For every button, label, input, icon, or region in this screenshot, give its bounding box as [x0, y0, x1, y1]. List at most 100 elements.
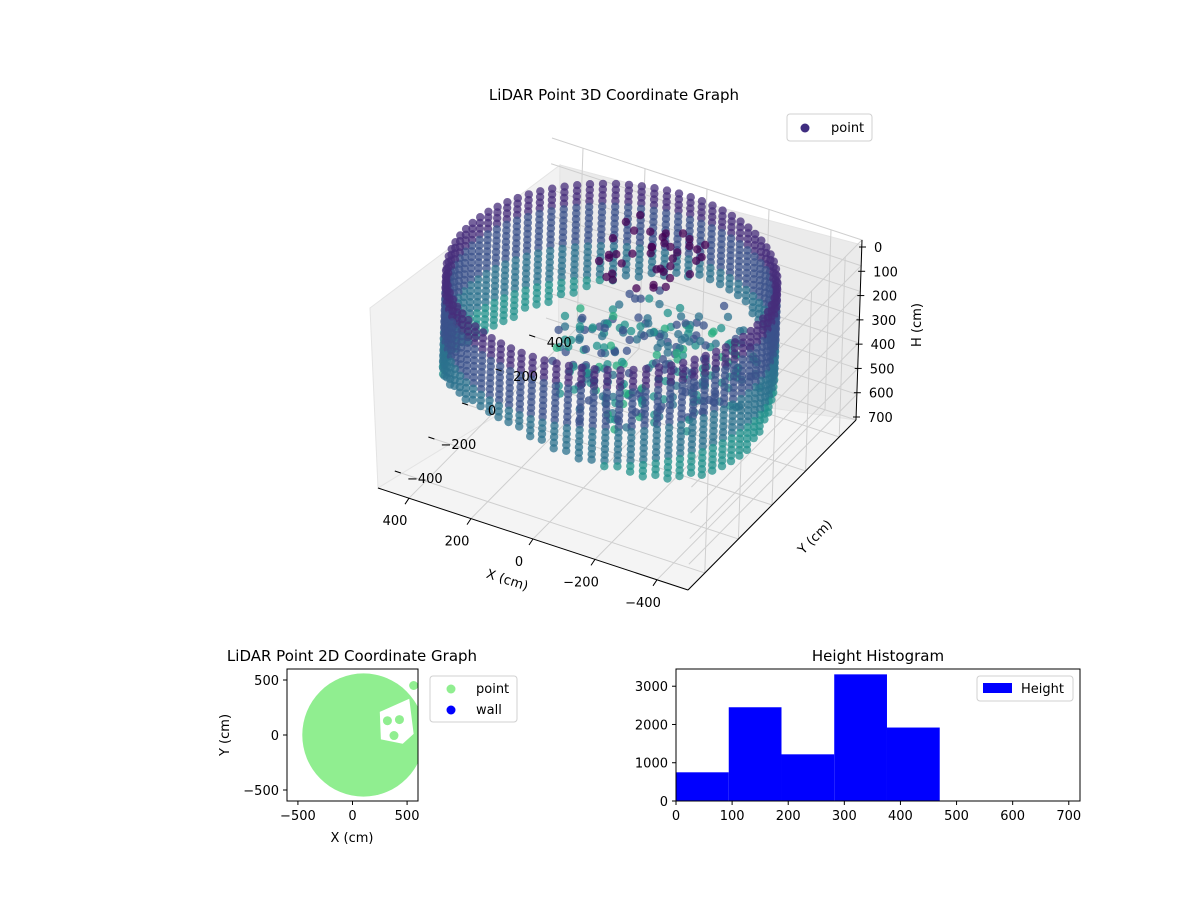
histogram-title: Height Histogram: [812, 647, 944, 665]
data-point-3d: [678, 229, 688, 238]
data-point-2d: [389, 731, 399, 741]
data-point-3d: [552, 343, 561, 352]
z-tick-label-3d: 300: [871, 314, 896, 329]
data-point-3d: [604, 253, 614, 262]
data-point-3d: [675, 471, 684, 481]
data-point-3d: [742, 445, 752, 455]
data-point-3d: [560, 322, 570, 331]
histogram-bars: [676, 674, 940, 801]
data-point-3d: [719, 301, 729, 311]
points-3d: [438, 179, 782, 483]
y-tick-3d: [529, 334, 536, 338]
histogram-bar: [676, 772, 729, 801]
x-tick-3d: [466, 518, 472, 525]
data-point-3d: [566, 335, 576, 345]
z-tick-label-3d: 0: [874, 241, 882, 256]
data-point-3d: [661, 282, 670, 292]
y-tick-label-histogram: 0: [660, 795, 668, 810]
data-point-3d: [594, 256, 604, 266]
data-point-3d: [696, 336, 705, 346]
x-tick-3d: [652, 579, 658, 587]
data-point-3d: [685, 324, 694, 333]
data-point-3d: [694, 312, 704, 321]
data-point-3d: [494, 412, 503, 422]
data-point-3d: [692, 256, 701, 265]
data-point-3d: [549, 444, 558, 453]
y-tick-label-histogram: 1000: [635, 757, 668, 772]
y-tick-label-3d: 200: [513, 370, 538, 385]
y-tick-3d: [495, 368, 502, 372]
chart-histogram: Height Histogram 0 100 200 300 400 500 600 7000…: [635, 647, 1081, 824]
legend-2d-wall-marker: [446, 705, 456, 715]
histogram-bar: [886, 727, 940, 801]
legend-2d-point-marker: [446, 684, 456, 694]
histogram-bar: [781, 754, 835, 801]
y-tick-3d: [428, 436, 435, 440]
data-point-3d: [575, 322, 585, 331]
z-tick-label-3d: 500: [870, 362, 895, 377]
data-point-3d: [608, 234, 618, 243]
x-tick-label-3d: 400: [383, 514, 408, 529]
data-point-3d: [600, 462, 609, 471]
points-2d: [302, 673, 418, 797]
data-point-3d: [618, 326, 628, 335]
data-point-3d: [672, 268, 681, 277]
data-point-2d: [382, 716, 392, 726]
data-point-3d: [739, 326, 748, 335]
x-axis-label-2d: X (cm): [331, 831, 374, 846]
data-point-3d: [699, 321, 708, 330]
chart-2d: LiDAR Point 2D Coordinate Graph −500 0 500…: [218, 647, 518, 846]
y-axis-label-2d: Y (cm): [218, 714, 233, 757]
data-point-3d: [509, 312, 518, 322]
data-point-3d: [526, 432, 535, 441]
data-point-3d: [600, 324, 609, 333]
data-point-3d: [617, 259, 626, 268]
data-point-3d: [489, 321, 498, 330]
data-point-2d: [409, 681, 418, 690]
y-tick-label-histogram: 2000: [635, 718, 668, 733]
data-point-3d: [664, 342, 673, 351]
x-tick-label-3d: −400: [625, 596, 661, 611]
data-point-3d: [673, 248, 682, 257]
legend-2d-label-point: point: [476, 682, 509, 697]
legend-histogram-frame: [976, 675, 1074, 702]
data-point-3d: [588, 323, 597, 332]
x-tick-label-2d: 0: [348, 809, 356, 824]
legend-2d: point wall: [429, 675, 518, 723]
data-point-3d: [592, 341, 602, 350]
data-point-3d: [578, 313, 587, 323]
data-point-3d: [612, 250, 621, 259]
data-point-3d: [676, 312, 686, 321]
data-point-3d: [680, 333, 690, 343]
data-point-3d: [554, 325, 563, 335]
data-point-3d: [499, 316, 508, 326]
data-point-3d: [581, 345, 591, 354]
data-point-3d: [615, 300, 624, 309]
data-point-3d: [717, 324, 726, 333]
data-point-3d: [574, 454, 583, 463]
y-tick-label-3d: −200: [441, 438, 477, 453]
z-tick-label-3d: 100: [873, 265, 898, 280]
data-point-3d: [666, 262, 675, 271]
data-point-3d: [645, 294, 654, 303]
data-point-3d: [697, 470, 706, 479]
data-point-3d: [468, 395, 477, 405]
data-point-3d: [701, 240, 710, 250]
data-point-3d: [685, 234, 694, 244]
legend-3d-point-marker: [800, 123, 810, 133]
data-point-3d: [613, 462, 622, 471]
x-tick-label-histogram: 700: [1056, 809, 1081, 824]
data-point-3d: [647, 243, 657, 252]
data-point-3d: [445, 380, 455, 389]
data-point-3d: [485, 407, 494, 416]
ticks-2d: −500 0 500 500 0 −500: [243, 674, 419, 824]
data-point-3d: [661, 229, 670, 238]
data-point-3d: [672, 348, 681, 358]
data-point-3d: [537, 435, 546, 444]
data-point-3d: [695, 270, 704, 279]
y-tick-3d: [394, 470, 401, 474]
data-point-3d: [608, 305, 618, 314]
data-point-3d: [707, 329, 717, 338]
data-point-3d: [598, 332, 607, 341]
x-tick-3d: [590, 559, 596, 566]
